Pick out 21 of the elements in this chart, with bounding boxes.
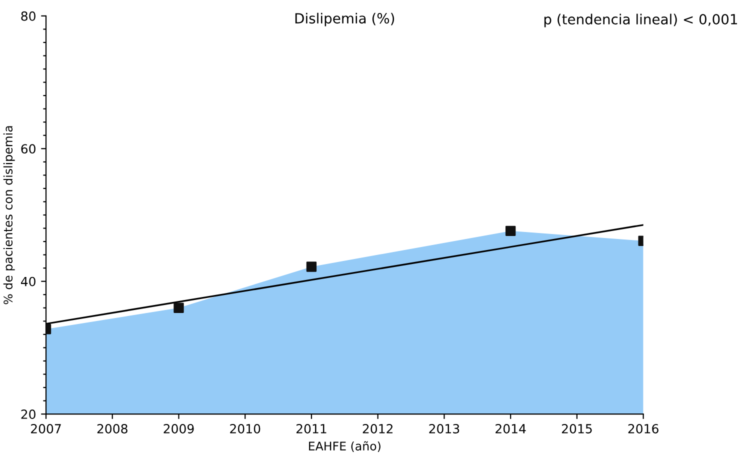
x-axis-title: EAHFE (año) <box>309 441 380 452</box>
x-tick-label: 2009 <box>164 424 194 434</box>
point <box>174 302 184 313</box>
x-tick-label: 2007 <box>31 424 61 434</box>
y-tick-label: 80 <box>21 11 36 21</box>
x-tick-label: 2014 <box>496 424 526 434</box>
x-tick-label: 2011 <box>296 424 326 434</box>
x-tick-label: 2008 <box>97 424 128 434</box>
y-tick-label: 60 <box>21 144 36 154</box>
x-tick-label: 2016 <box>628 424 658 434</box>
point <box>306 262 317 272</box>
x-tick-label: 2013 <box>429 424 460 434</box>
y-axis-title: % de pacientes con dislipemia <box>3 126 15 304</box>
x-tick-label: 2012 <box>362 424 392 434</box>
annotation: p (tendencia lineal) < 0,001 <box>544 14 738 28</box>
x-tick-label: 2015 <box>562 424 592 434</box>
chart-title: Dislipemia (%) <box>295 12 394 26</box>
point <box>505 226 516 236</box>
x-tick-label: 2010 <box>230 424 260 434</box>
y-tick-label: 40 <box>20 276 36 286</box>
y-tick-label: 20 <box>21 410 36 419</box>
